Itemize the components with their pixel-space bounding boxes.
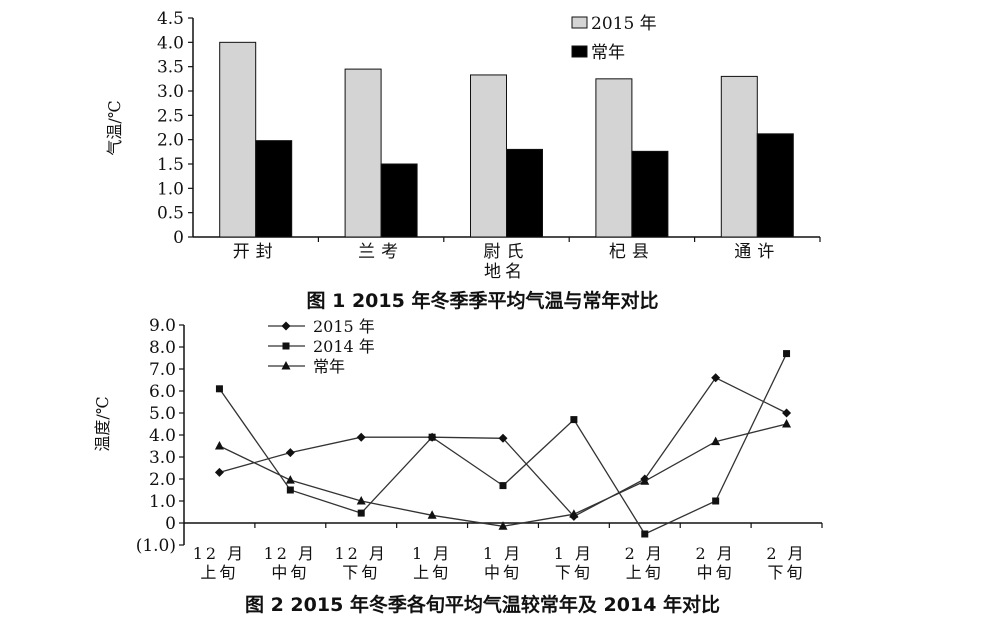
x-tick-label: 开封 <box>233 242 279 262</box>
y-tick-label: 2.0 <box>149 470 176 490</box>
x-tick-label: 兰考 <box>358 242 404 262</box>
x-tick-label: 12 月 <box>334 544 387 563</box>
data-point <box>427 510 437 519</box>
legend-label: 常年 <box>313 357 345 376</box>
bar <box>470 74 507 238</box>
data-point <box>711 436 721 446</box>
data-point <box>214 467 224 477</box>
line-chart: (1.0)01.02.03.04.05.06.07.08.09.012 月上旬1… <box>93 316 823 582</box>
legend-label: 2014 年 <box>313 337 375 356</box>
y-axis-label: 温度/℃ <box>93 396 112 451</box>
legend-label: 2015 年 <box>313 317 375 336</box>
bar <box>344 68 382 238</box>
data-point <box>498 521 508 530</box>
legend-swatch <box>571 16 588 29</box>
x-axis-label: 地名 <box>484 262 526 282</box>
data-point <box>641 530 649 538</box>
y-tick-label: 8.0 <box>149 338 176 358</box>
y-tick-label: 7.0 <box>149 360 176 380</box>
y-tick-label: 3.5 <box>157 58 184 78</box>
y-tick-label: 4.5 <box>157 9 184 29</box>
y-tick-label: 4.0 <box>149 426 176 446</box>
x-tick-label: 上旬 <box>200 563 238 582</box>
data-point <box>570 416 578 424</box>
x-tick-label: 下旬 <box>342 563 380 582</box>
x-tick-label: 2 月 <box>766 544 806 563</box>
y-tick-label: 2.5 <box>157 106 184 126</box>
x-tick-label: 1 月 <box>554 544 594 563</box>
x-tick-label: 中旬 <box>484 563 522 582</box>
data-point <box>281 361 291 370</box>
y-tick-label: 4.0 <box>157 33 184 53</box>
x-tick-label: 中旬 <box>271 563 309 582</box>
y-tick-label: 3.0 <box>149 448 176 468</box>
y-tick-label: (1.0) <box>136 536 176 556</box>
series-line <box>219 376 787 518</box>
x-tick-label: 尉氏 <box>484 242 530 262</box>
x-tick-label: 通许 <box>734 242 780 262</box>
y-tick-label: 0 <box>165 514 176 534</box>
legend-label: 常年 <box>591 43 625 63</box>
y-tick-label: 1.5 <box>157 155 184 175</box>
series-line <box>218 353 788 535</box>
y-tick-label: 1.0 <box>157 179 184 199</box>
data-point <box>281 321 291 331</box>
y-axis-label: 气温/℃ <box>105 100 124 155</box>
data-point <box>499 482 507 490</box>
y-tick-label: 5.0 <box>149 404 176 424</box>
data-point <box>357 509 365 517</box>
legend-label: 2015 年 <box>591 14 657 34</box>
data-point <box>782 408 792 418</box>
figure-1-caption: 图 1 2015 年冬季季平均气温与常年对比 <box>306 290 659 312</box>
x-tick-label: 1 月 <box>412 544 452 563</box>
bar <box>255 140 293 238</box>
data-point <box>640 476 650 485</box>
data-point <box>711 373 721 383</box>
bar <box>720 75 758 238</box>
x-tick-label: 12 月 <box>264 544 317 563</box>
bar <box>506 148 543 238</box>
data-point <box>569 509 579 518</box>
data-point <box>215 385 223 393</box>
x-tick-label: 12 月 <box>193 544 246 563</box>
y-tick-label: 0 <box>173 228 184 248</box>
data-point <box>282 342 290 350</box>
bar <box>219 41 257 238</box>
data-point <box>285 448 295 458</box>
bar <box>631 150 669 238</box>
data-point <box>356 432 366 442</box>
y-tick-label: 6.0 <box>149 382 176 402</box>
data-point <box>712 497 720 505</box>
bar-chart: 0 0.5 1.0 1.5 2.0 2.5 3.0 3.5 4.0 4.5 开封 兰考 尉氏 杞县 通许地名… <box>105 9 821 282</box>
y-tick-label: 2.0 <box>157 131 184 151</box>
x-tick-label: 2 月 <box>696 544 736 563</box>
y-tick-label: 0.5 <box>157 204 184 224</box>
data-point <box>498 433 508 443</box>
data-point <box>782 419 792 428</box>
legend-swatch <box>571 45 588 58</box>
y-tick-label: 1.0 <box>149 492 176 512</box>
data-point <box>285 475 295 484</box>
data-point <box>356 496 366 505</box>
x-tick-label: 下旬 <box>768 563 806 582</box>
x-tick-label: 上旬 <box>626 563 664 582</box>
data-point <box>286 486 294 494</box>
y-tick-label: 3.0 <box>157 82 184 102</box>
bar <box>756 133 794 238</box>
x-tick-label: 2 月 <box>625 544 665 563</box>
x-tick-label: 下旬 <box>555 563 593 582</box>
bar <box>380 163 418 238</box>
data-point <box>783 350 791 358</box>
x-tick-label: 杞县 <box>609 242 655 262</box>
x-tick-label: 1 月 <box>483 544 523 563</box>
x-tick-label: 上旬 <box>413 563 451 582</box>
figure-2-caption: 图 2 2015 年冬季各旬平均气温较常年及 2014 年对比 <box>244 594 721 616</box>
data-point <box>428 433 436 441</box>
data-point <box>214 441 224 450</box>
bar <box>595 78 633 238</box>
y-tick-label: 9.0 <box>149 316 176 336</box>
x-tick-label: 中旬 <box>697 563 735 582</box>
